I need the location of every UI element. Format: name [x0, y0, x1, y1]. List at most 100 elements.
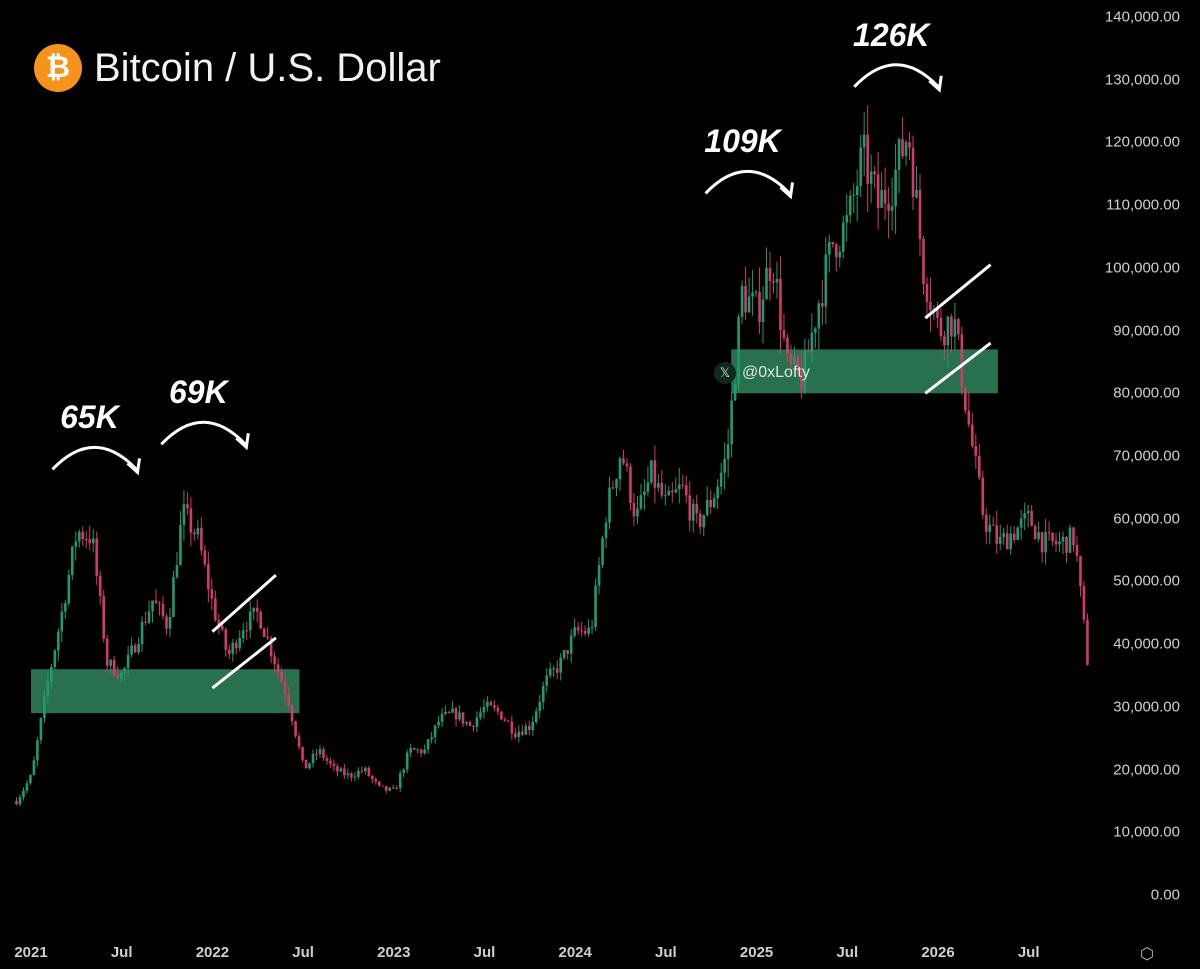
candle-body [733, 384, 737, 401]
candle-body [133, 645, 137, 653]
candle-body [569, 635, 573, 654]
candle-body [580, 630, 583, 632]
candle-body [200, 527, 203, 551]
candle-body [737, 316, 740, 385]
candle-body [674, 489, 678, 493]
candle-body [646, 482, 650, 492]
candle-body [946, 316, 950, 346]
candle-body [534, 711, 538, 722]
candle-body [583, 630, 587, 634]
candle-body [695, 503, 699, 514]
candle-body [262, 628, 266, 637]
candle-body [384, 785, 388, 791]
candle-body [168, 616, 172, 629]
candle-body [301, 746, 304, 760]
candle-body [18, 797, 22, 805]
candle-body [203, 550, 207, 565]
settings-icon[interactable]: ⬡ [1140, 946, 1154, 963]
arrow-head-icon [126, 458, 141, 476]
x-tick-label: Jul [292, 944, 314, 961]
candle-body [758, 291, 761, 323]
candle-body [904, 142, 908, 157]
candle-body [1079, 556, 1082, 587]
candle-body [1016, 527, 1019, 541]
candle-body [964, 387, 967, 411]
candle-body [507, 720, 510, 722]
candle-body [433, 725, 437, 738]
candle-body [493, 705, 496, 708]
candle-body [555, 668, 559, 673]
candle-body [405, 752, 409, 770]
candle-body [419, 749, 423, 754]
candle-body [691, 503, 695, 521]
candle-body [800, 371, 803, 392]
candle-body [77, 531, 81, 542]
candle-body [1030, 510, 1033, 526]
candle-body [929, 301, 932, 311]
candle-body [364, 767, 367, 772]
candle-body [768, 267, 772, 281]
candle-body [25, 783, 29, 791]
candle-body [562, 650, 566, 658]
candle-body [161, 603, 165, 617]
candle-body [901, 139, 904, 157]
candle-body [915, 189, 918, 198]
candle-body [217, 620, 221, 626]
x-tick-label: 2024 [558, 944, 592, 961]
candle-body [636, 508, 639, 517]
candle-body [214, 598, 217, 621]
candle-body [594, 585, 597, 627]
channel-upper-line [924, 263, 992, 320]
candle-body [618, 458, 622, 480]
candle-body [751, 292, 754, 297]
candle-body [991, 524, 995, 526]
candle-body [119, 672, 123, 679]
candle-body [705, 499, 709, 516]
candle-body [810, 332, 814, 353]
candle-body [430, 737, 433, 740]
candle-body [782, 330, 786, 338]
candle-body [276, 664, 280, 672]
candle-body [144, 621, 147, 623]
candle-body [922, 238, 925, 285]
x-tick-label: 2021 [14, 944, 48, 961]
candle-body [290, 705, 294, 722]
candle-body [995, 525, 999, 544]
candle-body [967, 410, 971, 425]
candle-body [102, 596, 105, 639]
x-tick-label: 2022 [195, 944, 230, 961]
candle-body [639, 495, 643, 509]
candle-body [283, 681, 287, 695]
candle-body [32, 760, 36, 776]
candle-body [803, 350, 807, 392]
candle-body [869, 171, 873, 184]
candle-body [834, 244, 838, 258]
candle-body [503, 719, 507, 721]
candle-body [46, 681, 50, 696]
watermark-text: @0xLofty [742, 364, 810, 381]
candle-body [545, 675, 549, 686]
candle-body [789, 353, 793, 364]
candle-body [252, 607, 256, 612]
candle-body [793, 356, 796, 364]
candle-body [22, 790, 25, 798]
candle-body [883, 189, 887, 204]
candle-body [388, 787, 392, 791]
candle-body [280, 671, 283, 682]
peak-arc [51, 446, 138, 471]
x-logo-icon: 𝕏 [714, 362, 736, 384]
candle-body [953, 319, 957, 337]
candle-body [908, 142, 911, 148]
candle-body [67, 574, 71, 604]
candle-body [897, 139, 901, 170]
y-tick-label: 0.00 [1150, 886, 1180, 904]
candle-body [158, 603, 161, 605]
candle-body [447, 711, 451, 713]
candle-body [709, 499, 712, 508]
candle-body [182, 504, 186, 525]
candle-body [548, 668, 552, 676]
candle-body [824, 254, 828, 307]
peak-label: 65K [60, 399, 119, 436]
candle-body [1065, 536, 1068, 553]
